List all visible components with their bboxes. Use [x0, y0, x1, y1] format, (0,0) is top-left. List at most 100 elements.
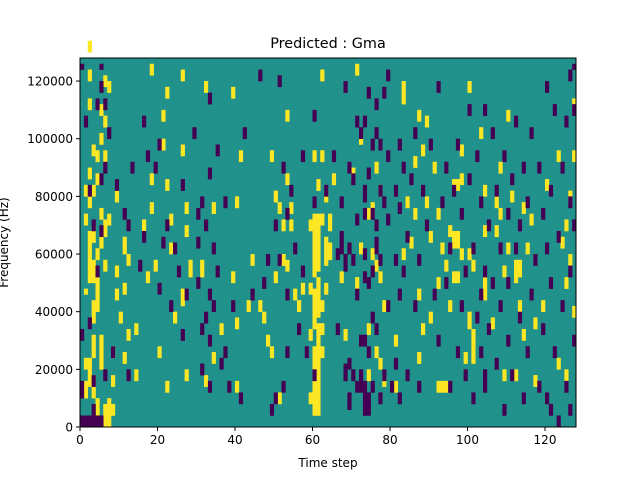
low-value-cell — [99, 173, 104, 186]
high-value-cell — [556, 150, 561, 163]
high-value-cell — [366, 207, 371, 220]
low-value-cell — [196, 277, 201, 289]
low-value-cell — [335, 248, 340, 261]
low-value-cell — [386, 213, 391, 226]
y-axis: 0 20000 40000 60000 80000 100000 120000 — [27, 75, 80, 435]
high-value-cell — [122, 236, 127, 255]
low-value-cell — [83, 415, 89, 428]
high-value-cell — [455, 230, 461, 249]
x-tick-label: 40 — [227, 433, 242, 447]
high-value-cell — [517, 259, 523, 278]
high-value-cell — [87, 196, 92, 209]
high-value-cell — [483, 225, 488, 238]
low-value-cell — [293, 242, 298, 255]
high-value-cell — [529, 213, 534, 226]
low-value-cell — [300, 150, 306, 163]
high-value-cell — [324, 236, 329, 266]
low-value-cell — [370, 265, 375, 278]
low-value-cell — [362, 271, 368, 284]
low-value-cell — [223, 196, 228, 209]
high-value-cell — [149, 63, 154, 76]
low-value-cell — [335, 323, 340, 336]
low-value-cell — [529, 288, 534, 301]
low-value-cell — [107, 127, 112, 140]
low-value-cell — [285, 207, 290, 220]
low-value-cell — [103, 98, 108, 111]
high-value-cell — [281, 219, 286, 232]
y-tick-label: 80000 — [35, 190, 73, 204]
high-value-cell — [483, 277, 488, 301]
low-value-cell — [479, 288, 484, 301]
high-value-cell — [424, 115, 430, 128]
low-value-cell — [545, 392, 550, 405]
low-value-cell — [514, 115, 519, 128]
high-value-cell — [506, 109, 511, 122]
low-value-cell — [91, 403, 96, 416]
high-value-cell — [366, 369, 371, 382]
low-value-cell — [467, 104, 472, 116]
low-value-cell — [479, 346, 484, 359]
low-value-cell — [339, 196, 344, 209]
high-value-cell — [502, 265, 507, 278]
low-value-cell — [300, 265, 306, 278]
x-axis-label: Time step — [297, 456, 357, 470]
low-value-cell — [401, 161, 406, 174]
low-value-cell — [343, 81, 348, 93]
low-value-cell — [386, 150, 391, 163]
low-value-cell — [366, 392, 371, 416]
low-value-cell — [80, 415, 85, 428]
low-value-cell — [204, 311, 209, 324]
low-value-cell — [227, 380, 232, 393]
high-value-cell — [494, 225, 499, 238]
low-value-cell — [440, 196, 445, 209]
low-value-cell — [517, 219, 523, 232]
plot-area — [79, 40, 577, 428]
low-value-cell — [525, 196, 530, 209]
low-value-cell — [126, 219, 131, 232]
high-value-cell — [204, 375, 209, 387]
high-value-cell — [525, 242, 530, 255]
high-value-cell — [285, 259, 290, 272]
x-tick-label: 60 — [305, 433, 320, 447]
low-value-cell — [207, 334, 213, 347]
y-tick-label: 100000 — [27, 132, 73, 146]
x-tick-label: 80 — [382, 433, 397, 447]
x-tick-label: 100 — [456, 433, 479, 447]
low-value-cell — [87, 415, 92, 428]
low-value-cell — [506, 277, 511, 289]
high-value-cell — [455, 179, 461, 191]
low-value-cell — [281, 161, 286, 174]
high-value-cell — [483, 184, 488, 197]
low-value-cell — [397, 392, 402, 405]
high-value-cell — [413, 156, 418, 168]
low-value-cell — [207, 92, 213, 105]
high-value-cell — [401, 248, 406, 261]
low-value-cell — [312, 109, 317, 122]
high-value-cell — [521, 202, 526, 214]
low-value-cell — [545, 242, 550, 255]
low-value-cell — [138, 259, 143, 272]
high-value-cell — [444, 380, 449, 393]
high-value-cell — [510, 190, 515, 203]
low-value-cell — [483, 265, 488, 278]
low-value-cell — [145, 150, 151, 163]
y-tick-label: 40000 — [35, 305, 73, 319]
low-value-cell — [359, 127, 364, 140]
low-value-cell — [99, 81, 104, 93]
high-value-cell — [359, 242, 364, 255]
low-value-cell — [351, 254, 356, 266]
low-value-cell — [281, 380, 286, 393]
low-value-cell — [564, 380, 569, 393]
high-value-cell — [312, 288, 317, 330]
high-value-cell — [452, 271, 457, 284]
low-value-cell — [463, 369, 468, 382]
low-value-cell — [572, 63, 577, 70]
low-value-cell — [448, 380, 453, 393]
high-value-cell — [316, 277, 321, 318]
high-value-cell — [277, 392, 282, 405]
low-value-cell — [436, 81, 441, 93]
low-value-cell — [173, 242, 178, 255]
low-value-cell — [196, 207, 201, 220]
low-value-cell — [91, 219, 96, 232]
high-value-cell — [180, 69, 185, 82]
